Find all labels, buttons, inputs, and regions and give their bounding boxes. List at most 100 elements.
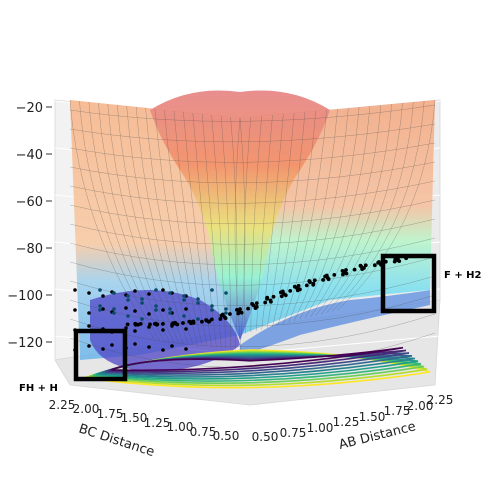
x-tick-label: 2.00: [407, 399, 434, 413]
trajectory-point: [133, 309, 137, 313]
mesh-line: [220, 115, 231, 349]
y-tick-label: 0.50: [213, 429, 240, 443]
x-tick-label: 1.25: [333, 415, 360, 429]
mesh-line: [69, 199, 436, 224]
y-tick-label: 1.50: [121, 411, 148, 425]
trajectory-point: [98, 288, 102, 292]
mesh-line: [331, 100, 425, 312]
trajectory-point: [311, 282, 316, 287]
trajectory-point: [140, 317, 144, 321]
trajectory-point: [219, 313, 224, 318]
mesh-line: [299, 106, 360, 320]
mesh-line: [261, 113, 284, 330]
trajectory-point: [133, 322, 138, 327]
trajectory-point: [161, 322, 165, 326]
z-tick-label: −20: [16, 101, 43, 116]
mesh-line: [337, 99, 436, 311]
mesh-line: [230, 116, 238, 350]
trajectory-point: [101, 307, 105, 311]
trajectory-point: [321, 278, 325, 282]
x-tick-label: 0.50: [252, 430, 279, 444]
trajectory-point: [112, 311, 116, 315]
trajectory-point: [125, 322, 130, 327]
highlight-box-reactant: [380, 253, 437, 314]
x-tick-label: 0.75: [280, 426, 307, 440]
highlight-box-product: [73, 328, 128, 382]
x-tick-label: 1.50: [359, 410, 386, 424]
mesh-line: [272, 111, 306, 327]
trajectory-point: [228, 312, 232, 316]
trajectory-point: [218, 317, 223, 321]
mesh-line: [243, 116, 252, 334]
trajectory-point: [341, 272, 345, 277]
trajectory-point: [251, 303, 256, 308]
trajectory-point: [87, 311, 91, 315]
mesh-line: [239, 117, 246, 351]
trajectory-point: [161, 348, 165, 352]
trajectory-point: [147, 325, 151, 329]
trajectory-point: [206, 319, 211, 324]
trajectory-point: [168, 311, 172, 315]
trajectory-point: [112, 307, 116, 311]
trajectory-point: [73, 308, 77, 312]
z-tick-label: −100: [7, 289, 43, 304]
y-tick-label: 0.75: [190, 425, 217, 439]
trajectory-point: [147, 292, 151, 296]
trajectory-point: [210, 304, 214, 308]
mesh-line: [326, 101, 414, 313]
trajectory-point: [87, 291, 91, 295]
trajectory-point: [304, 283, 309, 288]
mesh-line: [98, 102, 170, 342]
trajectory-point: [269, 299, 273, 304]
trajectory-point: [279, 290, 283, 295]
mesh-line: [283, 109, 327, 324]
mesh-line: [321, 102, 403, 315]
surface-well-left: [90, 290, 240, 372]
trajectory-point: [397, 259, 402, 263]
trajectory-point: [87, 324, 91, 328]
x-axis: 0.50 0.75 1.00 1.25 1.501.752.002.25: [252, 393, 454, 444]
trajectory-point: [87, 344, 91, 348]
trajectory-point: [184, 307, 188, 311]
trajectory-point: [189, 321, 193, 326]
z-tick-label: −80: [16, 242, 43, 257]
mesh-line: [310, 104, 382, 318]
trajectory-point: [344, 271, 349, 276]
y-tick-label: 2.25: [49, 398, 76, 412]
trajectory-point: [124, 306, 128, 310]
trajectory-point: [360, 267, 365, 271]
y-tick-label: 2.00: [73, 402, 100, 416]
trajectory-point: [147, 312, 151, 316]
mesh-line: [69, 218, 436, 245]
trajectory-point: [182, 314, 186, 318]
trajectory-point: [154, 304, 158, 308]
z-tick-label: −40: [16, 148, 43, 163]
trajectory-point: [376, 260, 380, 265]
trajectory-point: [196, 317, 200, 321]
mesh-line: [183, 111, 212, 347]
mesh-line: [69, 161, 436, 184]
mesh-line: [277, 110, 317, 326]
trajectory-point: [254, 301, 259, 305]
trajectory-point: [98, 304, 102, 308]
x-tick-label: 1.00: [307, 421, 334, 435]
z-tick-label: −120: [7, 336, 43, 351]
mesh-line: [173, 110, 208, 347]
trajectory-point: [154, 288, 158, 292]
annotation-fh-h: FH + H: [19, 383, 58, 394]
trajectory-point: [265, 296, 269, 301]
trajectory-point: [140, 301, 144, 305]
trajectory-point: [332, 273, 337, 277]
trajectory-point: [210, 308, 214, 312]
trajectory-point: [196, 301, 200, 305]
y-axis: 2.252.001.751.501.251.000.750.50: [49, 398, 240, 443]
trajectory-point: [133, 342, 137, 346]
mesh-line: [69, 123, 436, 143]
trajectory-point: [224, 311, 228, 315]
trajectory-point: [168, 291, 172, 295]
mesh-line: [107, 103, 175, 343]
trajectory-point: [246, 306, 251, 311]
trajectory-point: [98, 308, 102, 312]
trajectory-point: [210, 288, 214, 292]
